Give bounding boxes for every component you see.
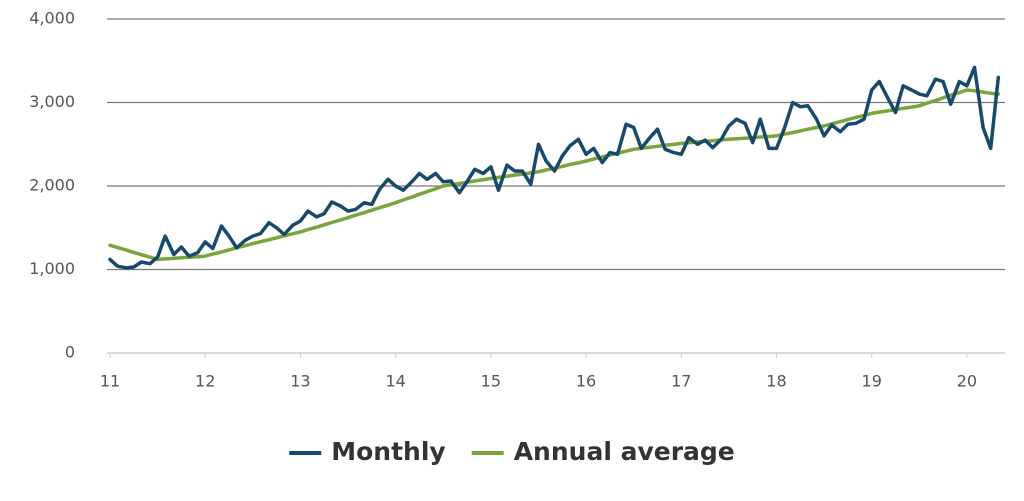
y-tick-label: 4,000 <box>29 9 75 28</box>
y-tick-label: 1,000 <box>29 259 75 278</box>
x-tick-label: 12 <box>195 372 215 391</box>
y-tick-label: 2,000 <box>29 176 75 195</box>
x-tick-label: 13 <box>290 372 310 391</box>
x-tick-label: 14 <box>385 372 405 391</box>
x-tick-label: 17 <box>671 372 691 391</box>
x-tick-label: 11 <box>100 372 120 391</box>
legend-label: Monthly <box>331 437 445 466</box>
x-tick-label: 15 <box>481 372 501 391</box>
x-tick-label: 20 <box>957 372 977 391</box>
x-tick-label: 19 <box>862 372 882 391</box>
x-tick-label: 16 <box>576 372 596 391</box>
series-line <box>108 65 1001 270</box>
y-tick-label: 0 <box>65 343 75 362</box>
y-tick-label: 3,000 <box>29 92 75 111</box>
legend-label: Annual average <box>514 437 735 466</box>
x-tick-label: 18 <box>766 372 786 391</box>
